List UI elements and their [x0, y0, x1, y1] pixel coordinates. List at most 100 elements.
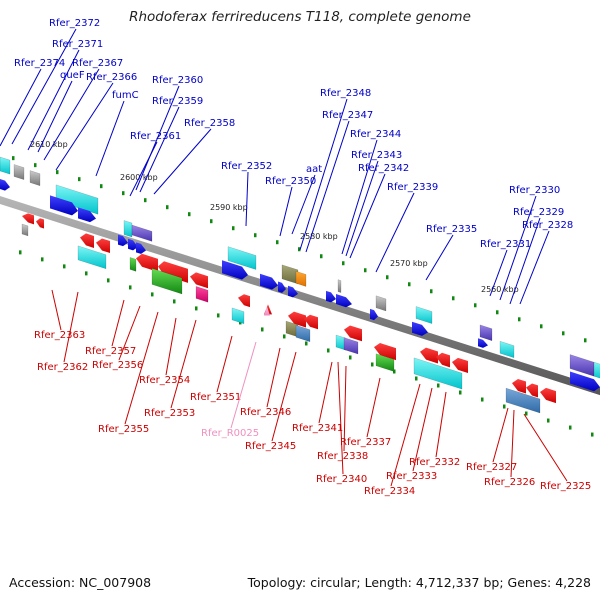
gene-label[interactable]: Rfer_2343 — [351, 150, 402, 161]
reverse-gene[interactable] — [231, 307, 245, 325]
reverse-gene[interactable] — [77, 245, 107, 270]
gene-label[interactable]: Rfer_2332 — [409, 457, 460, 468]
gene-label[interactable]: Rfer_2366 — [86, 72, 137, 83]
gene-label[interactable]: Rfer_2367 — [72, 58, 123, 69]
gene-label[interactable]: Rfer_2339 — [387, 182, 438, 193]
forward-gene[interactable] — [123, 220, 133, 238]
reverse-gene[interactable] — [21, 223, 29, 237]
forward-gene[interactable] — [570, 371, 600, 392]
forward-gene[interactable] — [0, 179, 10, 191]
forward-gene[interactable] — [337, 279, 342, 293]
reverse-gene[interactable] — [452, 357, 468, 374]
forward-gene[interactable] — [227, 246, 257, 270]
reverse-gene[interactable] — [238, 294, 250, 308]
gene-label[interactable]: Rfer_2354 — [139, 375, 190, 386]
forward-gene[interactable] — [281, 264, 299, 285]
gene-label[interactable]: Rfer_2335 — [426, 224, 477, 235]
forward-gene[interactable] — [295, 270, 307, 287]
forward-gene[interactable] — [260, 273, 278, 290]
gene-label[interactable]: Rfer_2374 — [14, 58, 65, 69]
gene-label[interactable]: Rfer_2329 — [513, 207, 564, 218]
forward-gene[interactable] — [136, 242, 146, 254]
reverse-gene[interactable] — [540, 387, 556, 404]
reverse-gene[interactable] — [436, 352, 450, 368]
gene-label[interactable]: Rfer_2348 — [320, 88, 371, 99]
gene-label[interactable]: Rfer_2352 — [221, 161, 272, 172]
reverse-gene[interactable] — [80, 233, 94, 248]
forward-gene[interactable] — [29, 170, 41, 187]
gene-label[interactable]: Rfer_2350 — [265, 176, 316, 187]
reverse-gene[interactable] — [136, 253, 158, 272]
forward-gene[interactable] — [78, 207, 96, 223]
gene-label[interactable]: Rfer_2347 — [322, 110, 373, 121]
reverse-gene[interactable] — [36, 218, 44, 229]
gene-label[interactable]: Rfer_2342 — [358, 163, 409, 174]
reverse-gene[interactable] — [151, 268, 183, 295]
reverse-gene[interactable] — [295, 324, 311, 343]
reverse-gene[interactable] — [374, 343, 396, 361]
reverse-gene[interactable] — [375, 353, 395, 372]
gene-label[interactable]: Rfer_R0025 — [201, 428, 259, 439]
gene-label[interactable]: Rfer_2351 — [190, 392, 241, 403]
forward-gene[interactable] — [370, 308, 378, 321]
gene-label[interactable]: Rfer_2358 — [184, 118, 235, 129]
gene-label[interactable]: Rfer_2361 — [130, 131, 181, 142]
forward-gene[interactable] — [55, 184, 99, 215]
gene-label[interactable]: Rfer_2359 — [152, 96, 203, 107]
gene-label[interactable]: Rfer_2333 — [386, 471, 437, 482]
forward-gene[interactable] — [13, 164, 25, 180]
gene-label[interactable]: Rfer_2326 — [484, 477, 535, 488]
forward-gene[interactable] — [375, 295, 387, 312]
gene-label[interactable]: Rfer_2345 — [245, 441, 296, 452]
forward-gene[interactable] — [415, 306, 433, 324]
forward-gene[interactable] — [0, 156, 11, 175]
gene-label[interactable]: Rfer_2334 — [364, 486, 415, 497]
reverse-gene[interactable] — [413, 357, 463, 390]
forward-gene[interactable] — [412, 321, 428, 336]
reverse-gene[interactable] — [343, 337, 359, 355]
reverse-gene[interactable] — [158, 261, 188, 283]
gene-label[interactable]: Rfer_2362 — [37, 362, 88, 373]
gene-label[interactable]: Rfer_2337 — [340, 437, 391, 448]
forward-gene[interactable] — [336, 294, 352, 308]
gene-label[interactable]: Rfer_2356 — [92, 360, 143, 371]
forward-gene[interactable] — [326, 290, 336, 303]
reverse-gene[interactable] — [526, 383, 538, 398]
reverse-gene[interactable] — [304, 314, 318, 330]
gene-label[interactable]: Rfer_2330 — [509, 185, 560, 196]
forward-gene[interactable] — [593, 361, 600, 379]
forward-gene[interactable] — [478, 338, 488, 348]
gene-label[interactable]: Rfer_2353 — [144, 408, 195, 419]
gene-label[interactable]: queF — [60, 70, 85, 81]
gene-label[interactable]: Rfer_2360 — [152, 75, 203, 86]
gene-label[interactable]: Rfer_2357 — [85, 346, 136, 357]
reverse-gene[interactable] — [22, 213, 34, 225]
reverse-gene[interactable] — [505, 387, 541, 414]
gene-label[interactable]: fumC — [112, 90, 139, 101]
forward-gene[interactable] — [278, 281, 286, 293]
reverse-gene[interactable] — [288, 311, 306, 328]
reverse-gene[interactable] — [344, 325, 362, 342]
forward-gene[interactable] — [50, 195, 78, 216]
forward-gene[interactable] — [128, 238, 138, 251]
forward-gene[interactable] — [499, 340, 515, 359]
gene-label[interactable]: Rfer_2372 — [49, 18, 100, 29]
reverse-gene[interactable] — [190, 272, 208, 289]
forward-gene[interactable] — [479, 324, 493, 342]
reverse-gene[interactable] — [96, 238, 110, 254]
gene-label[interactable]: Rfer_2340 — [316, 474, 367, 485]
gene-label[interactable]: Rfer_2328 — [522, 220, 573, 231]
reverse-gene[interactable] — [264, 306, 270, 316]
reverse-gene[interactable] — [420, 347, 438, 364]
forward-gene[interactable] — [288, 285, 298, 298]
reverse-gene[interactable] — [129, 257, 137, 272]
gene-label[interactable]: Rfer_2325 — [540, 481, 591, 492]
gene-label[interactable]: Rfer_2371 — [52, 39, 103, 50]
reverse-gene[interactable] — [512, 378, 526, 394]
gene-label[interactable]: Rfer_2344 — [350, 129, 401, 140]
gene-label[interactable]: aat — [306, 164, 322, 175]
gene-label[interactable]: Rfer_2327 — [466, 462, 517, 473]
gene-label[interactable]: Rfer_2341 — [292, 423, 343, 434]
forward-gene[interactable] — [118, 234, 128, 247]
gene-label[interactable]: Rfer_2355 — [98, 424, 149, 435]
